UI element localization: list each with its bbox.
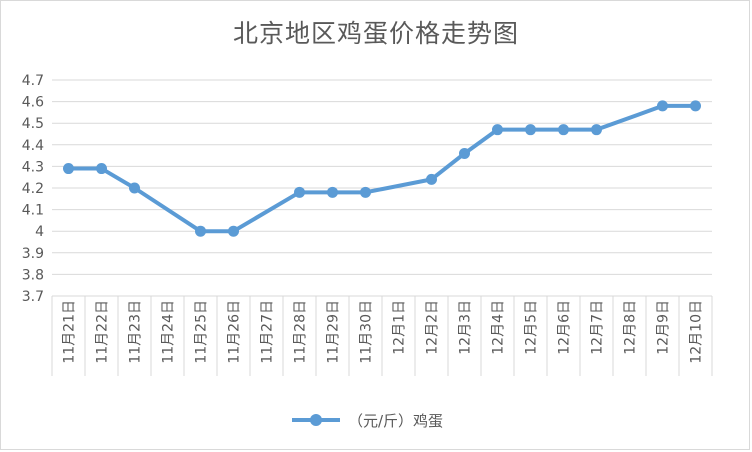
data-point [63,163,74,175]
data-point [657,100,668,112]
x-tick-label: 12月6日 [557,300,573,355]
y-tick-label: 3.8 [22,267,44,283]
x-tick-label: 11月26日 [227,300,243,364]
x-tick-label: 11月23日 [128,300,144,364]
data-point [129,182,140,194]
x-tick-label: 12月7日 [590,300,606,355]
data-point [459,147,470,159]
data-point [558,124,569,136]
x-tick-label: 12月5日 [524,300,540,355]
x-tick-label: 12月9日 [656,300,672,355]
data-point [228,225,239,237]
y-axis-ticks: 3.7 3.8 3.9 4 4.1 4.2 4.3 4.4 4.5 4.6 4.7 [22,73,44,305]
data-point [525,124,536,136]
data-point [492,124,503,136]
y-tick-label: 4.5 [22,116,44,132]
legend-swatch [292,414,340,426]
x-tick-label: 11月29日 [326,300,342,364]
legend-label: （元/斤）鸡蛋 [348,411,444,430]
x-tick-label: 12月1日 [392,300,408,355]
x-tick-label: 11月28日 [293,300,309,364]
x-tick-label: 11月22日 [95,300,111,364]
x-tick-label: 11月25日 [194,300,210,364]
series-layer [63,100,701,237]
y-tick-label: 4.3 [22,159,44,175]
y-tick-label: 4.4 [22,138,44,154]
x-tick-label: 11月27日 [260,300,276,364]
series-line [66,103,698,234]
x-tick-label: 12月2日 [425,300,441,355]
data-point [360,186,371,198]
legend-marker [310,414,322,426]
data-point [591,124,602,136]
legend: （元/斤）鸡蛋 [292,409,443,431]
x-tick-label: 12月3日 [458,300,474,355]
chart-title: 北京地区鸡蛋价格走势图 [232,19,519,48]
x-tick-label: 11月30日 [359,300,375,364]
data-point [690,100,701,112]
x-tick-label: 11月21日 [62,300,78,364]
y-tick-label: 4.7 [22,73,44,89]
x-tick-label: 12月10日 [689,300,705,364]
x-tick-label: 11月24日 [161,300,177,364]
x-tick-label: 12月8日 [623,300,639,355]
x-tick-label: 12月4日 [491,300,507,355]
y-tick-label: 4.6 [22,95,44,111]
y-tick-label: 4.2 [22,181,44,197]
data-point [195,225,206,237]
y-tick-label: 3.7 [22,289,44,305]
y-tick-label: 4.1 [22,203,44,219]
x-axis-ticks: 11月21日 11月22日 11月23日 11月24日 11月25日 11月26日 11月2… [62,300,705,364]
data-point [426,173,437,185]
y-tick-label: 3.9 [22,246,44,262]
data-point [294,186,305,198]
y-tick-label: 4 [35,224,44,240]
data-point [327,186,338,198]
data-point [96,163,107,175]
